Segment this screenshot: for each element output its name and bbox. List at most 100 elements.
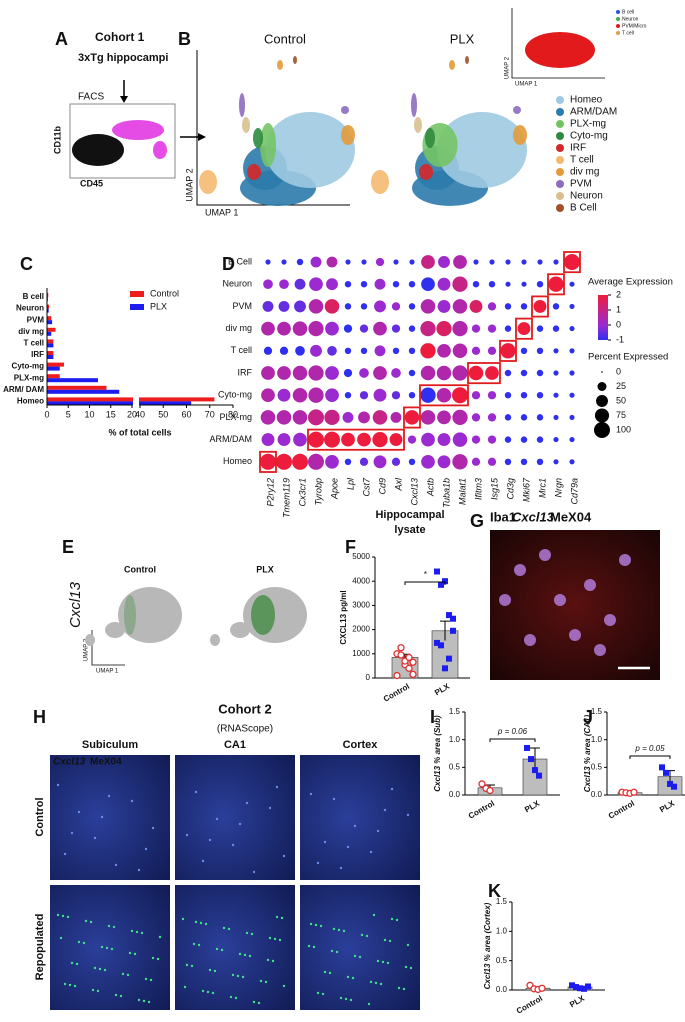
dot: [327, 345, 337, 356]
column-label: P2ry12: [265, 478, 275, 507]
signal-dot: [100, 945, 104, 949]
data-point: [450, 615, 456, 622]
umap-cluster: [371, 170, 389, 194]
row-label: PVM: [232, 301, 252, 311]
dot: [308, 320, 324, 337]
panel-label: C: [20, 254, 33, 274]
dot: [536, 369, 544, 377]
signal-dot: [245, 801, 249, 805]
dot: [261, 388, 275, 403]
dot: [408, 369, 416, 377]
legend-label: Neuron: [622, 16, 639, 22]
bar: [47, 327, 56, 332]
x-tick-label: PLX: [433, 681, 452, 697]
cohort-subtitle: 3xTg hippocampi: [78, 52, 168, 64]
data-point: [409, 658, 417, 666]
data-point: [478, 780, 486, 788]
cell: [554, 594, 566, 606]
significance-bracket: [629, 755, 671, 759]
data-point: [405, 653, 413, 662]
legend-label: Neuron: [570, 191, 603, 202]
dot: [293, 432, 307, 447]
dot: [420, 365, 436, 381]
dot: [344, 303, 352, 310]
data-point: [397, 644, 405, 652]
panel-label: D: [222, 254, 235, 274]
error-bar: [530, 747, 540, 771]
signal-dot: [339, 866, 343, 870]
signal-dot: [137, 998, 141, 1002]
cohort-subtitle: (RNAScope): [217, 724, 273, 735]
legend-label: PVM/Micro: [622, 23, 647, 29]
dot: [308, 409, 324, 426]
signal-dot: [63, 852, 67, 856]
signal-dot: [185, 963, 189, 967]
panel-label: A: [55, 29, 68, 49]
legend-label: T cell: [570, 155, 594, 166]
dot: [437, 299, 451, 313]
dot: [276, 453, 292, 470]
dot: [487, 457, 497, 466]
column-label: Nrgn: [553, 478, 563, 498]
signal-dot: [376, 959, 380, 963]
y-tick-label: 0.5: [449, 762, 461, 771]
row-label: PLX-mg: [219, 412, 252, 422]
signal-dot: [402, 987, 406, 991]
highlight-box: [259, 450, 277, 473]
legend-label: Cyto-mg: [570, 131, 608, 142]
dot: [325, 454, 339, 469]
legend-swatch: [556, 156, 564, 164]
legend-tick-label: 2: [616, 289, 621, 299]
column-label: Tmem119: [281, 478, 291, 518]
bar: [47, 293, 49, 297]
data-point: [538, 984, 546, 992]
signal-dot: [409, 966, 413, 970]
data-point: [667, 780, 673, 787]
column-label: Subiculum: [82, 739, 138, 751]
x-tick-label: Control: [607, 799, 636, 821]
dot: [361, 259, 367, 265]
y-tick-label: 1000: [352, 649, 370, 658]
dot: [569, 370, 575, 376]
signal-dot: [70, 831, 74, 835]
bar: [47, 389, 120, 394]
dot: [500, 343, 516, 359]
dot: [359, 324, 369, 333]
dot: [404, 410, 420, 425]
data-point: [405, 664, 413, 672]
bar: [47, 339, 54, 344]
signal-dot: [112, 925, 116, 929]
highlight-box: [419, 384, 469, 407]
dot: [407, 435, 417, 444]
signal-dot: [349, 998, 353, 1002]
signal-dot: [75, 962, 79, 966]
micrograph: [175, 885, 295, 1010]
data-point: [446, 612, 452, 619]
signal-dot: [328, 971, 332, 975]
legend-label: Homeo: [570, 95, 603, 106]
legend-label: PVM: [570, 179, 592, 190]
dot: [374, 345, 386, 357]
signal-dot: [358, 955, 362, 959]
signal-dot: [268, 936, 272, 940]
dot: [469, 299, 483, 313]
signal-dot: [66, 915, 70, 919]
signal-dot: [342, 929, 346, 933]
inset-cloud: [525, 32, 595, 68]
umap-cloud: [210, 634, 220, 646]
y-tick-label: Homeo: [17, 397, 44, 406]
dot: [553, 348, 559, 354]
dot: [437, 343, 451, 358]
signal-dot: [231, 973, 235, 977]
legend-swatch: [556, 132, 564, 140]
data-point: [446, 655, 452, 662]
signal-dot: [236, 974, 240, 978]
signal-dot: [73, 984, 77, 988]
data-point: [438, 642, 444, 649]
signal-dot: [215, 947, 219, 951]
dot: [569, 392, 575, 398]
axis-label: UMAP 2: [184, 168, 194, 201]
annotation: p = 0.06: [497, 727, 528, 736]
dot: [325, 321, 339, 336]
bar: [47, 378, 98, 383]
